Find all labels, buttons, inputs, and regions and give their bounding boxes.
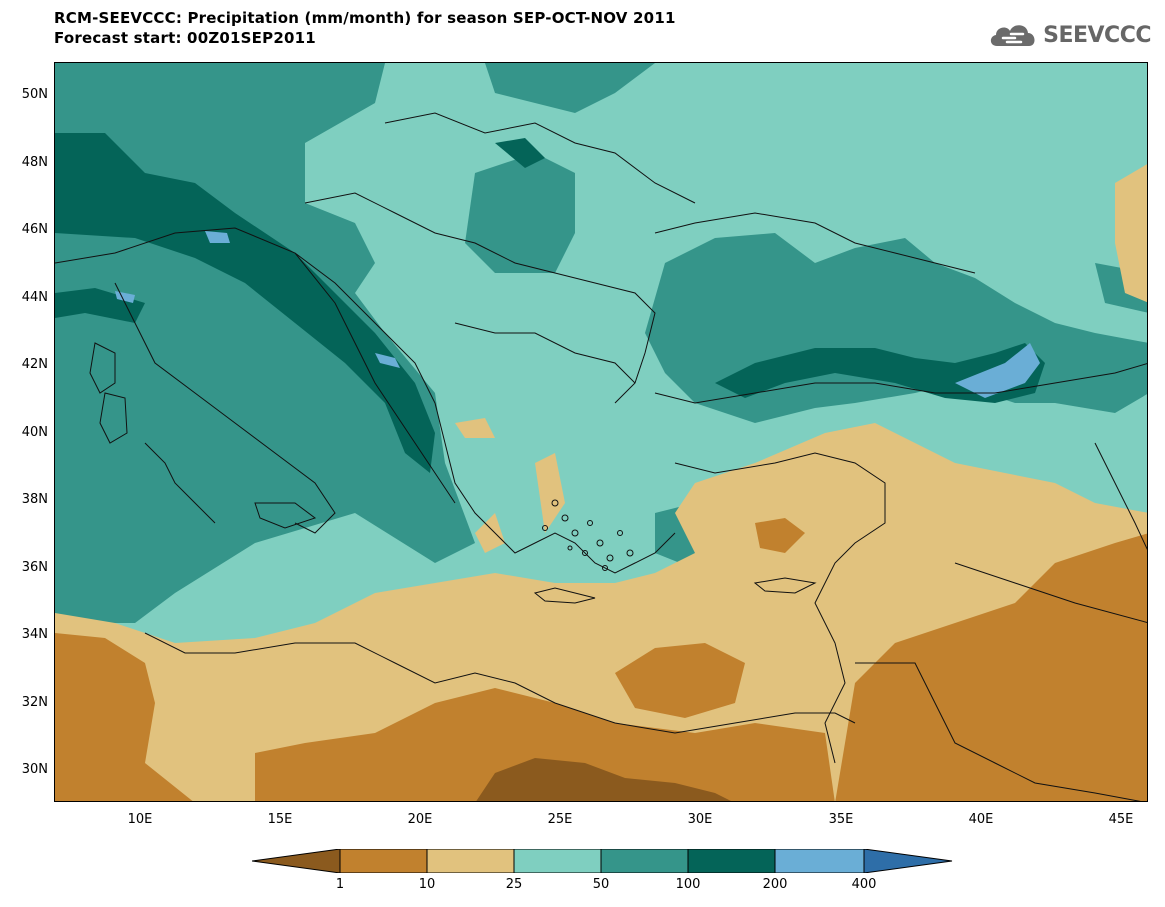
title-line-1: RCM-SEEVCCC: Precipitation (mm/month) fo… — [54, 9, 676, 27]
colorbar-swatch — [774, 848, 865, 874]
lat-label: 38N — [21, 492, 48, 507]
lat-label: 40N — [21, 425, 48, 440]
cloud-icon — [990, 25, 1035, 46]
logo-text: SEEVCCC — [1043, 22, 1151, 48]
colorbar-label: 50 — [592, 877, 610, 892]
lon-label: 10E — [127, 812, 153, 827]
lon-label: 45E — [1108, 812, 1134, 827]
lat-label: 36N — [21, 560, 48, 575]
colorbar-swatch — [339, 848, 428, 874]
lon-label: 35E — [828, 812, 854, 827]
aegean-islands — [542, 499, 634, 571]
field-200-400 — [115, 231, 1040, 398]
lon-label: 20E — [407, 812, 433, 827]
colorbar-swatch — [600, 848, 689, 874]
precipitation-map — [54, 62, 1148, 802]
lon-label: 40E — [968, 812, 994, 827]
colorbar-label: 200 — [762, 877, 788, 892]
lat-label: 46N — [21, 222, 48, 237]
lat-label: 48N — [21, 155, 48, 170]
lon-label: 25E — [547, 812, 573, 827]
lat-label: 50N — [21, 87, 48, 102]
lat-label: 44N — [21, 290, 48, 305]
colorbar-swatch — [863, 848, 953, 874]
colorbar-swatch — [687, 848, 776, 874]
field-below-1 — [476, 758, 731, 801]
colorbar-swatch — [513, 848, 602, 874]
coastlines-and-borders — [55, 112, 1147, 801]
field-1-10 — [55, 518, 1147, 801]
lat-label: 30N — [21, 762, 48, 777]
seevccc-logo: SEEVCCC — [987, 20, 1151, 50]
lon-label: 30E — [687, 812, 713, 827]
map-title: RCM-SEEVCCC: Precipitation (mm/month) fo… — [54, 8, 676, 48]
lon-label: 15E — [267, 812, 293, 827]
lat-label: 34N — [21, 627, 48, 642]
colorbar — [251, 848, 954, 877]
colorbar-swatch — [251, 848, 341, 874]
colorbar-label: 25 — [505, 877, 523, 892]
colorbar-label: 1 — [335, 877, 345, 892]
title-line-2: Forecast start: 00Z01SEP2011 — [54, 29, 316, 47]
colorbar-label: 100 — [675, 877, 701, 892]
lat-label: 42N — [21, 357, 48, 372]
colorbar-label: 10 — [418, 877, 436, 892]
colorbar-swatch — [426, 848, 515, 874]
colorbar-label: 400 — [851, 877, 877, 892]
lat-label: 32N — [21, 695, 48, 710]
